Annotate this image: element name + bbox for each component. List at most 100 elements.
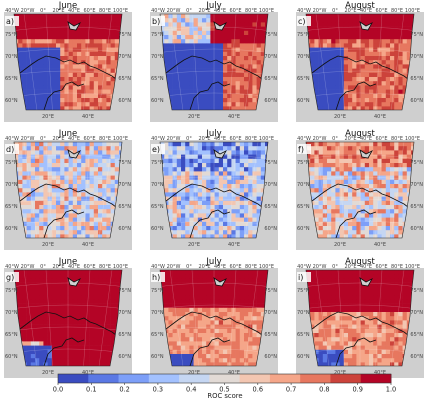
grid-cell: [377, 146, 382, 151]
lon-tick-top: 20°W: [167, 136, 181, 142]
grid-cell: [64, 291, 69, 296]
grid-cell: [314, 163, 319, 168]
grid-cell: [390, 226, 395, 231]
grid-cell: [176, 98, 182, 103]
grid-cell: [47, 270, 53, 275]
grid-cell: [51, 72, 57, 78]
grid-cell: [176, 316, 182, 321]
grid-cell: [314, 221, 319, 227]
grid-cell: [77, 167, 82, 172]
grid-cell: [68, 341, 74, 346]
grid-cell: [202, 341, 207, 346]
grid-cell: [168, 226, 173, 231]
grid-cell: [244, 320, 249, 325]
grid-cell: [231, 205, 236, 210]
grid-cell: [227, 77, 232, 82]
lat-tick-right: 60°N: [264, 226, 277, 232]
grid-cell: [360, 213, 366, 218]
grid-cell: [364, 43, 370, 48]
grid-cell: [18, 179, 23, 185]
grid-cell: [322, 226, 328, 231]
grid-cell: [206, 98, 211, 103]
grid-cell: [381, 14, 387, 19]
grid-cell: [98, 93, 103, 99]
grid-cell: [223, 64, 228, 69]
grid-cell: [377, 217, 382, 223]
grid-cell: [56, 98, 61, 103]
grid-cell: [402, 205, 408, 210]
grid-cell: [22, 175, 27, 181]
grid-cell: [339, 43, 345, 48]
grid-cell: [214, 39, 220, 44]
grid-cell: [398, 146, 403, 151]
panel-title: July: [205, 1, 221, 11]
grid-cell: [206, 18, 211, 23]
grid-cell: [218, 230, 224, 235]
grid-cell: [231, 175, 236, 181]
grid-cell: [235, 333, 241, 338]
grid-cell: [51, 158, 57, 164]
grid-cell: [98, 328, 103, 334]
grid-cell: [77, 230, 82, 235]
grid-cell: [239, 270, 245, 275]
grid-cell: [193, 270, 199, 275]
grid-cell: [206, 234, 211, 238]
grid-cell: [85, 192, 90, 197]
grid-cell: [394, 150, 399, 155]
grid-cell: [398, 98, 403, 103]
grid-cell: [214, 303, 220, 309]
grid-cell: [106, 299, 111, 304]
grid-cell: [202, 35, 207, 40]
grid-cell: [348, 51, 353, 57]
grid-cell: [214, 18, 220, 23]
grid-cell: [206, 14, 211, 19]
grid-cell: [68, 47, 74, 53]
grid-cell: [68, 56, 74, 61]
grid-cell: [181, 209, 186, 214]
grid-cell: [239, 205, 245, 210]
grid-cell: [252, 98, 257, 103]
grid-cell: [352, 30, 357, 36]
grid-cell: [385, 102, 391, 107]
grid-cell: [110, 64, 116, 69]
grid-cell: [364, 56, 370, 61]
grid-cell: [185, 303, 190, 309]
grid-cell: [81, 18, 86, 23]
grid-cell: [181, 324, 186, 330]
grid-cell: [35, 22, 40, 27]
grid-cell: [327, 192, 332, 197]
grid-cell: [331, 30, 336, 36]
grid-cell: [381, 98, 387, 103]
grid-cell: [343, 22, 349, 27]
grid-cell: [252, 43, 257, 48]
grid-cell: [227, 209, 232, 214]
grid-cell: [35, 328, 40, 334]
grid-cell: [185, 205, 190, 210]
grid-cell: [210, 328, 215, 334]
grid-cell: [310, 30, 315, 36]
grid-cell: [47, 158, 53, 164]
grid-cell: [102, 26, 107, 32]
grid-cell: [56, 154, 61, 160]
lat-tick-left: 60°N: [151, 98, 164, 104]
grid-cell: [185, 295, 190, 300]
grid-cell: [106, 286, 111, 292]
grid-cell: [47, 72, 53, 78]
grid-cell: [98, 320, 103, 325]
lat-tick-left: 75°N: [5, 32, 18, 38]
grid-cell: [398, 77, 403, 82]
grid-cell: [22, 274, 27, 279]
grid-cell: [394, 167, 399, 172]
grid-cell: [164, 274, 169, 279]
grid-cell: [381, 230, 387, 235]
grid-cell: [256, 51, 262, 57]
grid-cell: [110, 179, 116, 185]
grid-cell: [68, 221, 74, 227]
grid-cell: [77, 171, 82, 176]
grid-cell: [176, 320, 182, 325]
grid-cell: [176, 22, 182, 27]
grid-cell: [93, 282, 99, 288]
grid-cell: [22, 213, 27, 218]
grid-cell: [22, 64, 27, 69]
graticule-meridian: [244, 14, 259, 110]
